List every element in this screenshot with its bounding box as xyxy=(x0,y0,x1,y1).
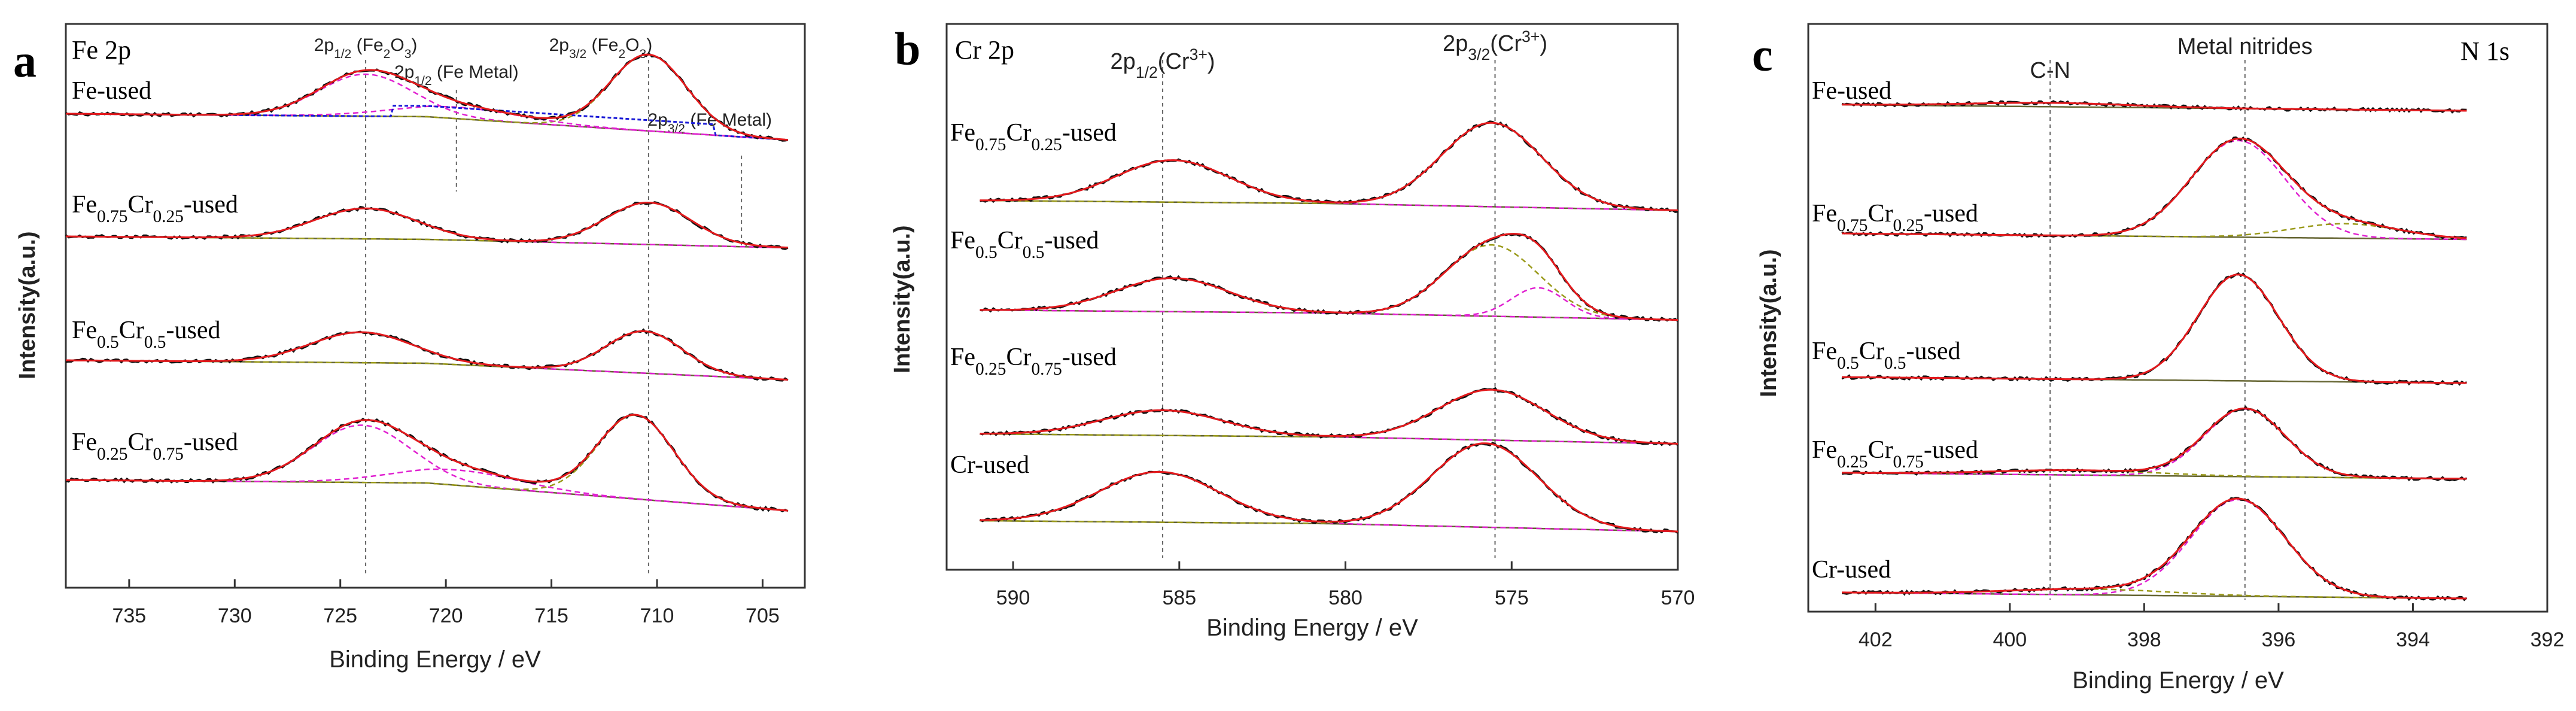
raw-spectrum xyxy=(979,441,1678,534)
fitted-envelope xyxy=(1842,102,2467,112)
x-tick-label: 402 xyxy=(1859,628,1893,651)
peak-annotation: 2p1/2 (Fe Metal) xyxy=(394,62,519,88)
panel-a-sample-labels: Fe-used Fe0.75Cr0.25-used Fe0.5Cr0.5-used F… xyxy=(72,77,238,464)
panel-b-x-ticks: 590 585 580 575 570 xyxy=(996,561,1695,609)
x-tick-label: 585 xyxy=(1162,587,1196,609)
x-tick-label: 730 xyxy=(218,604,252,627)
sample-label: Fe0.5Cr0.5-used xyxy=(72,317,220,352)
x-tick-label: 570 xyxy=(1661,587,1695,609)
fit-component xyxy=(66,468,788,512)
panel-b-title: Cr 2p xyxy=(955,35,1014,65)
sample-label: Fe-used xyxy=(72,77,151,105)
sample-label: Cr-used xyxy=(1812,556,1891,584)
sample-label: Fe0.75Cr0.25-used xyxy=(1812,200,1978,235)
sample-label: Fe0.75Cr0.25-used xyxy=(72,191,238,226)
x-tick-label: 400 xyxy=(1993,628,2027,651)
panel-letter-b: b xyxy=(895,23,920,75)
x-tick-label: 590 xyxy=(996,587,1030,609)
peak-annotation: 2p1/2(Cr3+) xyxy=(1111,45,1215,81)
x-tick-label: 394 xyxy=(2396,628,2430,651)
sample-label: Fe0.5Cr0.5-used xyxy=(1812,338,1960,373)
panel-c-title: N 1s xyxy=(2461,37,2510,66)
sample-label: Fe0.25Cr0.75-used xyxy=(72,429,238,464)
panel-letter-a: a xyxy=(13,35,37,87)
fit-component xyxy=(980,244,1678,321)
x-tick-label: 705 xyxy=(746,604,780,627)
panel-b-sample-labels: Fe0.75Cr0.25-used Fe0.5Cr0.5-used Fe0.25Cr… xyxy=(950,119,1117,479)
panel-c-annotations: C-N Metal nitrides xyxy=(2030,34,2313,600)
fitted-envelope xyxy=(1842,137,2467,239)
x-tick-label: 392 xyxy=(2531,628,2565,651)
x-tick-label: 398 xyxy=(2127,628,2161,651)
sample-label: Fe0.5Cr0.5-used xyxy=(950,227,1099,262)
fitted-envelope xyxy=(980,388,1678,445)
x-tick-label: 580 xyxy=(1328,587,1362,609)
peak-annotation: 2p3/2(Cr3+) xyxy=(1443,28,1547,63)
fit-component xyxy=(1842,223,2467,239)
panel-letter-c: c xyxy=(1752,29,1773,81)
fitted-envelope xyxy=(66,414,788,512)
x-tick-label: 720 xyxy=(429,604,463,627)
x-tick-label: 715 xyxy=(534,604,568,627)
fit-component xyxy=(1842,499,2467,600)
x-tick-label: 725 xyxy=(323,604,357,627)
fit-component xyxy=(980,471,1678,533)
panel-b-x-axis-title: Binding Energy / eV xyxy=(1206,615,1418,641)
fitted-envelope xyxy=(66,53,788,141)
sample-label: Fe-used xyxy=(1812,77,1891,105)
x-tick-label: 575 xyxy=(1495,587,1529,609)
x-tick-label: 396 xyxy=(2262,628,2296,651)
peak-annotation: C-N xyxy=(2030,58,2070,83)
background-line xyxy=(980,519,1678,533)
panel-a-title: Fe 2p xyxy=(72,35,131,65)
fit-component xyxy=(66,424,788,512)
panel-c-x-ticks: 402 400 398 396 394 392 xyxy=(1859,603,2564,651)
sample-label: Fe0.25Cr0.75-used xyxy=(950,344,1117,379)
fitted-envelope xyxy=(1842,497,2467,600)
panel-a-frame xyxy=(65,23,806,589)
panel-b-cr-2p: b Cr 2p 2p1/2(Cr3+) 2p3/2(Cr3+) Fe0.75Cr0… xyxy=(890,23,1695,641)
peak-annotation: 2p1/2 (Fe2O3) xyxy=(314,35,418,61)
panel-c-y-axis-title: Intensity(a.u.) xyxy=(1756,249,1781,397)
fit-component xyxy=(1842,274,2467,384)
fit-component xyxy=(980,442,1678,533)
fitted-envelope xyxy=(66,330,788,381)
x-tick-label: 710 xyxy=(640,604,674,627)
sample-label: Fe0.75Cr0.25-used xyxy=(950,119,1117,154)
fitted-envelope xyxy=(1842,408,2467,480)
panel-c-curves xyxy=(1841,100,2468,601)
fit-component xyxy=(980,287,1678,321)
panel-c-n-1s: c N 1s C-N Metal nitrides Fe-used Fe0.75Cr… xyxy=(1752,23,2564,694)
panel-b-annotations: 2p1/2(Cr3+) 2p3/2(Cr3+) xyxy=(1111,28,1547,558)
background-line xyxy=(66,479,788,512)
fitted-envelope xyxy=(1842,274,2467,384)
x-tick-label: 735 xyxy=(112,604,146,627)
panel-a-fe-2p: a Fe 2p 2p1/2 (Fe2O3)2p1/2 (Fe Metal) 2p3… xyxy=(13,23,806,673)
panel-a-x-ticks: 735 730 725 720 715 710 705 xyxy=(112,579,780,627)
panel-c-frame xyxy=(1807,23,2548,613)
panel-a-x-axis-title: Binding Energy / eV xyxy=(329,646,541,673)
fitted-envelope xyxy=(980,121,1678,211)
panel-b-curves xyxy=(979,120,1679,534)
fit-component xyxy=(1842,469,2467,480)
fitted-envelope xyxy=(980,232,1678,321)
panel-b-frame xyxy=(945,23,1679,571)
panel-a-y-axis-title: Intensity(a.u.) xyxy=(15,231,40,379)
fitted-envelope xyxy=(66,202,788,249)
panel-a-curves xyxy=(65,52,789,513)
sample-label: Fe0.25Cr0.75-used xyxy=(1812,436,1978,472)
raw-spectrum xyxy=(1841,496,2468,601)
panel-c-x-axis-title: Binding Energy / eV xyxy=(2072,667,2284,694)
peak-annotation: Metal nitrides xyxy=(2177,34,2313,59)
sample-label: Cr-used xyxy=(950,451,1029,479)
panel-b-y-axis-title: Intensity(a.u.) xyxy=(890,225,915,373)
fitted-envelope xyxy=(980,442,1678,533)
peak-annotation: 2p3/2 (Fe2O3) xyxy=(549,35,653,61)
panel-c-sample-labels: Fe-used Fe0.75Cr0.25-used Fe0.5Cr0.5-used F… xyxy=(1812,77,1978,584)
fit-component xyxy=(1842,588,2467,600)
